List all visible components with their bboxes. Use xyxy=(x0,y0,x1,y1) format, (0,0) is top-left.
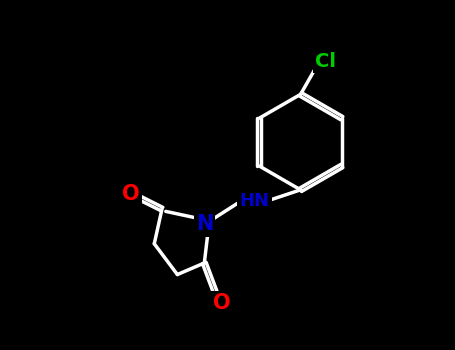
Text: O: O xyxy=(213,293,231,313)
Text: HN: HN xyxy=(239,193,269,210)
Text: Cl: Cl xyxy=(315,52,336,71)
Text: N: N xyxy=(196,215,213,234)
Text: O: O xyxy=(122,184,140,204)
